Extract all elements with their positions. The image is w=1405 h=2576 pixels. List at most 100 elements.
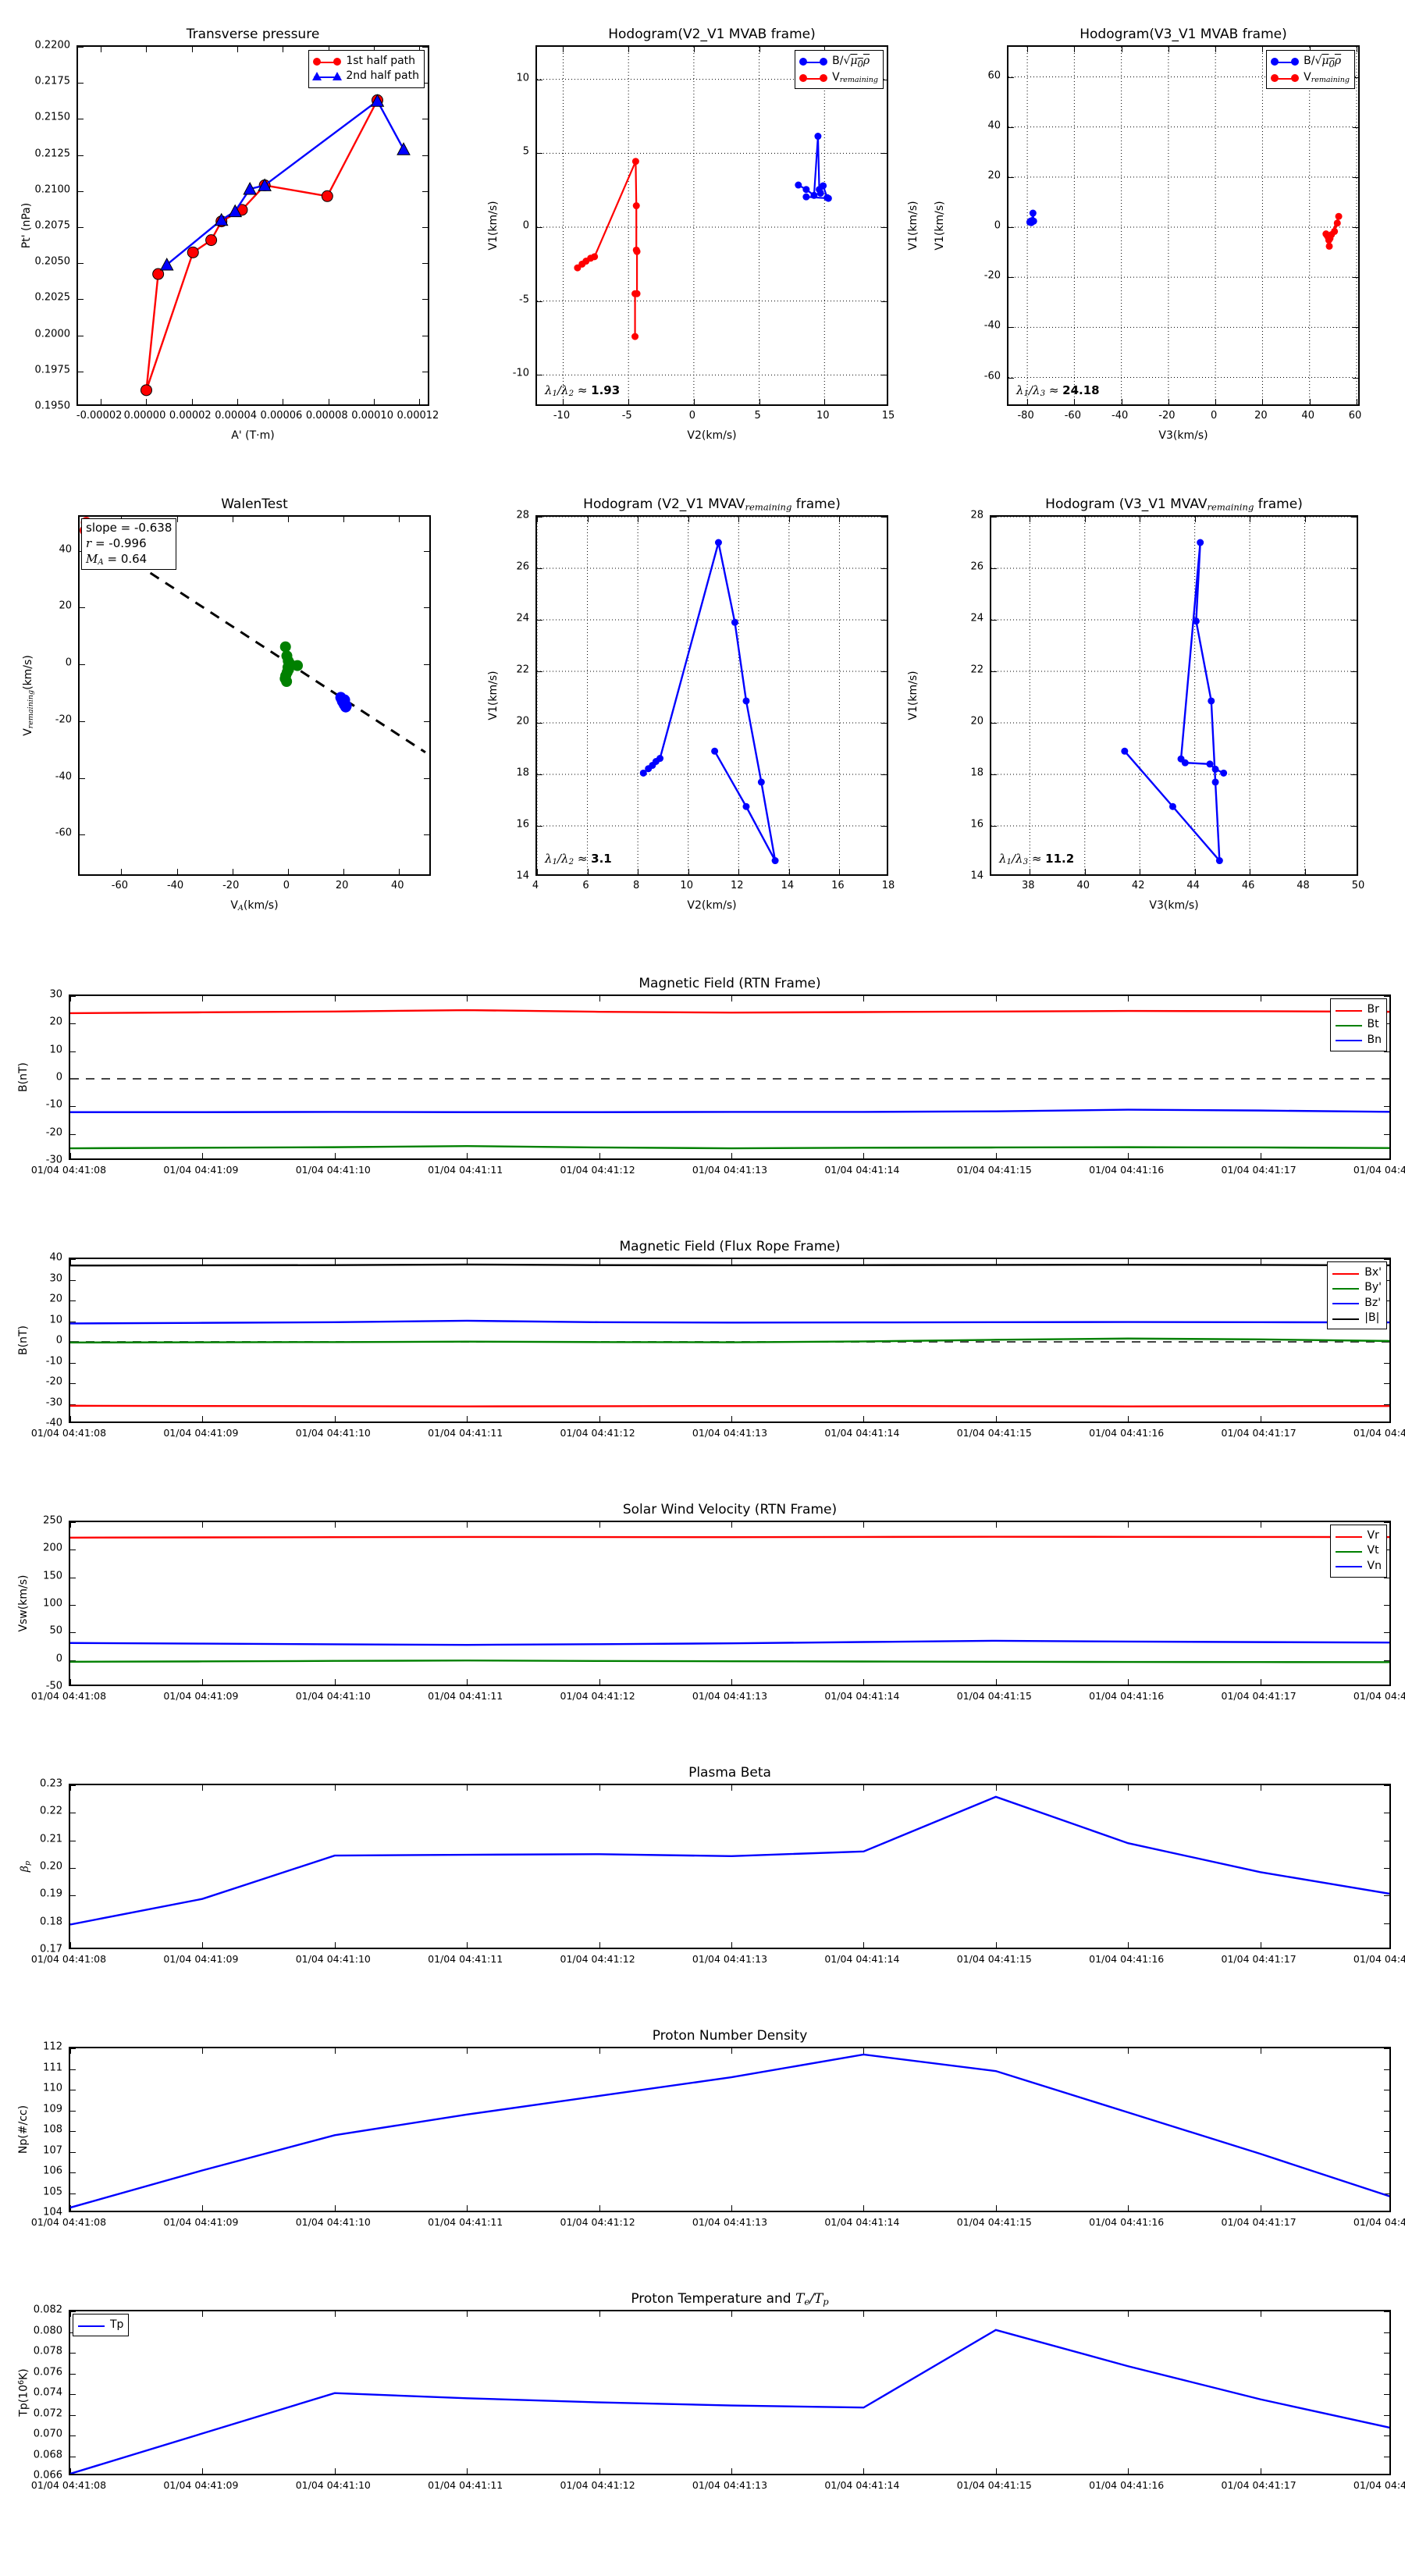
y-tick-mark [1008, 76, 1014, 78]
y-tick-label: -20 [45, 1126, 62, 1139]
x-tick-label-time: 01/04 04:41:17 [1221, 1427, 1297, 1439]
y-tick-mark [70, 2311, 76, 2312]
y-tick-mark-right [1384, 1660, 1389, 1661]
y-tick-mark [70, 1279, 76, 1281]
x-tick-label: 46 [1241, 880, 1255, 891]
x-tick-mark-top [334, 1522, 336, 1528]
x-tick-label-time: 01/04 04:41:13 [692, 2479, 768, 2491]
x-tick-mark [467, 1942, 468, 1948]
x-tick-mark-top [1027, 47, 1029, 52]
plot-area [70, 1263, 1389, 1407]
legend-label: Bt [1367, 1018, 1379, 1031]
legend-label: B/√μ0ρ [1304, 55, 1342, 69]
legend-label: 2nd half path [346, 69, 419, 83]
y-tick-mark [1008, 227, 1014, 228]
x-tick-label-time: 01/04 04:41:10 [295, 2479, 371, 2491]
series-vr [70, 1535, 1389, 1539]
series-bz- [70, 1319, 1389, 1325]
y-tick-label: 0 [522, 219, 529, 232]
x-tick-mark-top [731, 1522, 732, 1528]
x-tick-mark [1128, 1153, 1129, 1158]
y-tick-mark-right [424, 777, 429, 779]
data-point [281, 675, 293, 687]
legend: B/√μ0ρ Vremaining [795, 50, 884, 90]
series-v-remaining [574, 158, 641, 340]
x-tick-label-time: 01/04 04:41:17 [1221, 1690, 1297, 1702]
x-tick-label: 15 [881, 410, 895, 422]
axes-solar-wind-velocity-rtn: Vr Vt Vn [69, 1521, 1391, 1686]
axes-transverse-pressure: 1st half path 2nd half path [76, 45, 429, 406]
series-line [165, 99, 405, 265]
panel-title: Proton Number Density [652, 2028, 808, 2044]
x-tick-mark-top [688, 517, 689, 522]
axes-proton-number-density [69, 2047, 1391, 2212]
legend: Tp [73, 2314, 130, 2337]
y-tick-mark-right [424, 607, 429, 609]
y-tick-label: -10 [45, 1355, 62, 1367]
legend-label: By' [1364, 1281, 1382, 1294]
x-tick-mark [70, 1942, 71, 1948]
x-tick-label: 40 [1301, 410, 1314, 422]
y-tick-mark [80, 607, 85, 609]
y-tick-mark-right [1384, 1051, 1389, 1052]
x-tick-label: 40 [391, 880, 404, 891]
y-tick-mark [537, 671, 542, 672]
x-tick-label: 0.00004 [215, 410, 258, 422]
series-component-blue [335, 692, 352, 713]
y-tick-label: 106 [43, 2165, 62, 2177]
panel-hodogram-v2v1-mvav: λ1/λ2 ≈ 3.1 Hodogram (V2_V1 MVAVremaining… [475, 492, 919, 923]
panel-title: Solar Wind Velocity (RTN Frame) [622, 1502, 838, 1517]
x-tick-mark-top [599, 2311, 600, 2317]
x-axis-label: A' (T·m) [231, 429, 275, 442]
x-axis-label: V2(km/s) [687, 899, 737, 912]
y-tick-mark-right [422, 227, 428, 228]
y-tick-mark-right [1384, 2131, 1389, 2132]
x-tick-label-time: 01/04 04:41:18 [1353, 1953, 1405, 1965]
x-tick-mark-top [334, 2048, 336, 2054]
y-tick-label: 0.078 [33, 2345, 62, 2357]
x-tick-label: -0.00002 [76, 410, 123, 422]
y-tick-mark [70, 1106, 76, 1108]
y-tick-mark [80, 720, 85, 722]
x-tick-mark [863, 1416, 865, 1421]
x-tick-mark-top [1084, 517, 1086, 522]
legend-item: Vremaining [799, 70, 878, 85]
series-2nd-half-path [159, 94, 411, 271]
x-tick-label-time: 01/04 04:41:14 [824, 2216, 900, 2228]
fit-line [89, 532, 426, 754]
y-tick-label: 20 [516, 715, 529, 728]
x-tick-mark [1128, 1679, 1129, 1685]
y-tick-label: -40 [984, 319, 1001, 332]
x-tick-label-time: 01/04 04:41:17 [1221, 1164, 1297, 1176]
x-tick-mark [537, 869, 538, 874]
x-axis-label: V3(km/s) [1158, 429, 1208, 442]
x-tick-mark [995, 1153, 997, 1158]
y-tick-mark [991, 671, 997, 672]
x-tick-label-time: 01/04 04:41:14 [824, 1690, 900, 1702]
data-point [282, 661, 293, 673]
y-tick-label: -60 [984, 370, 1001, 382]
y-tick-mark-right [422, 190, 428, 192]
x-tick-label: 16 [831, 880, 845, 891]
eigenvalue-ratio-annotation: λ1/λ3 ≈ 11.2 [999, 851, 1075, 866]
x-tick-label-time: 01/04 04:41:18 [1353, 2479, 1405, 2491]
x-tick-mark-top [1128, 2048, 1129, 2054]
series-vt [70, 1660, 1389, 1663]
x-tick-mark [995, 1679, 997, 1685]
x-tick-mark-top [467, 2311, 468, 2317]
y-tick-mark [1008, 327, 1014, 329]
data-point [810, 191, 818, 199]
x-tick-mark [399, 869, 400, 874]
x-tick-label-time: 01/04 04:41:10 [295, 1690, 371, 1702]
x-tick-label-time: 01/04 04:41:12 [560, 1427, 635, 1439]
data-point [632, 202, 640, 210]
series-line [70, 1535, 1389, 1539]
y-axis-label: V1(km/s) [487, 671, 500, 720]
x-tick-mark-top [995, 1785, 997, 1791]
data-point [258, 178, 272, 191]
x-tick-mark [419, 399, 421, 404]
y-tick-mark-right [1384, 2110, 1389, 2112]
x-tick-mark-top [995, 2048, 997, 2054]
y-tick-label: 0.2175 [34, 75, 71, 87]
data-point [152, 268, 165, 280]
